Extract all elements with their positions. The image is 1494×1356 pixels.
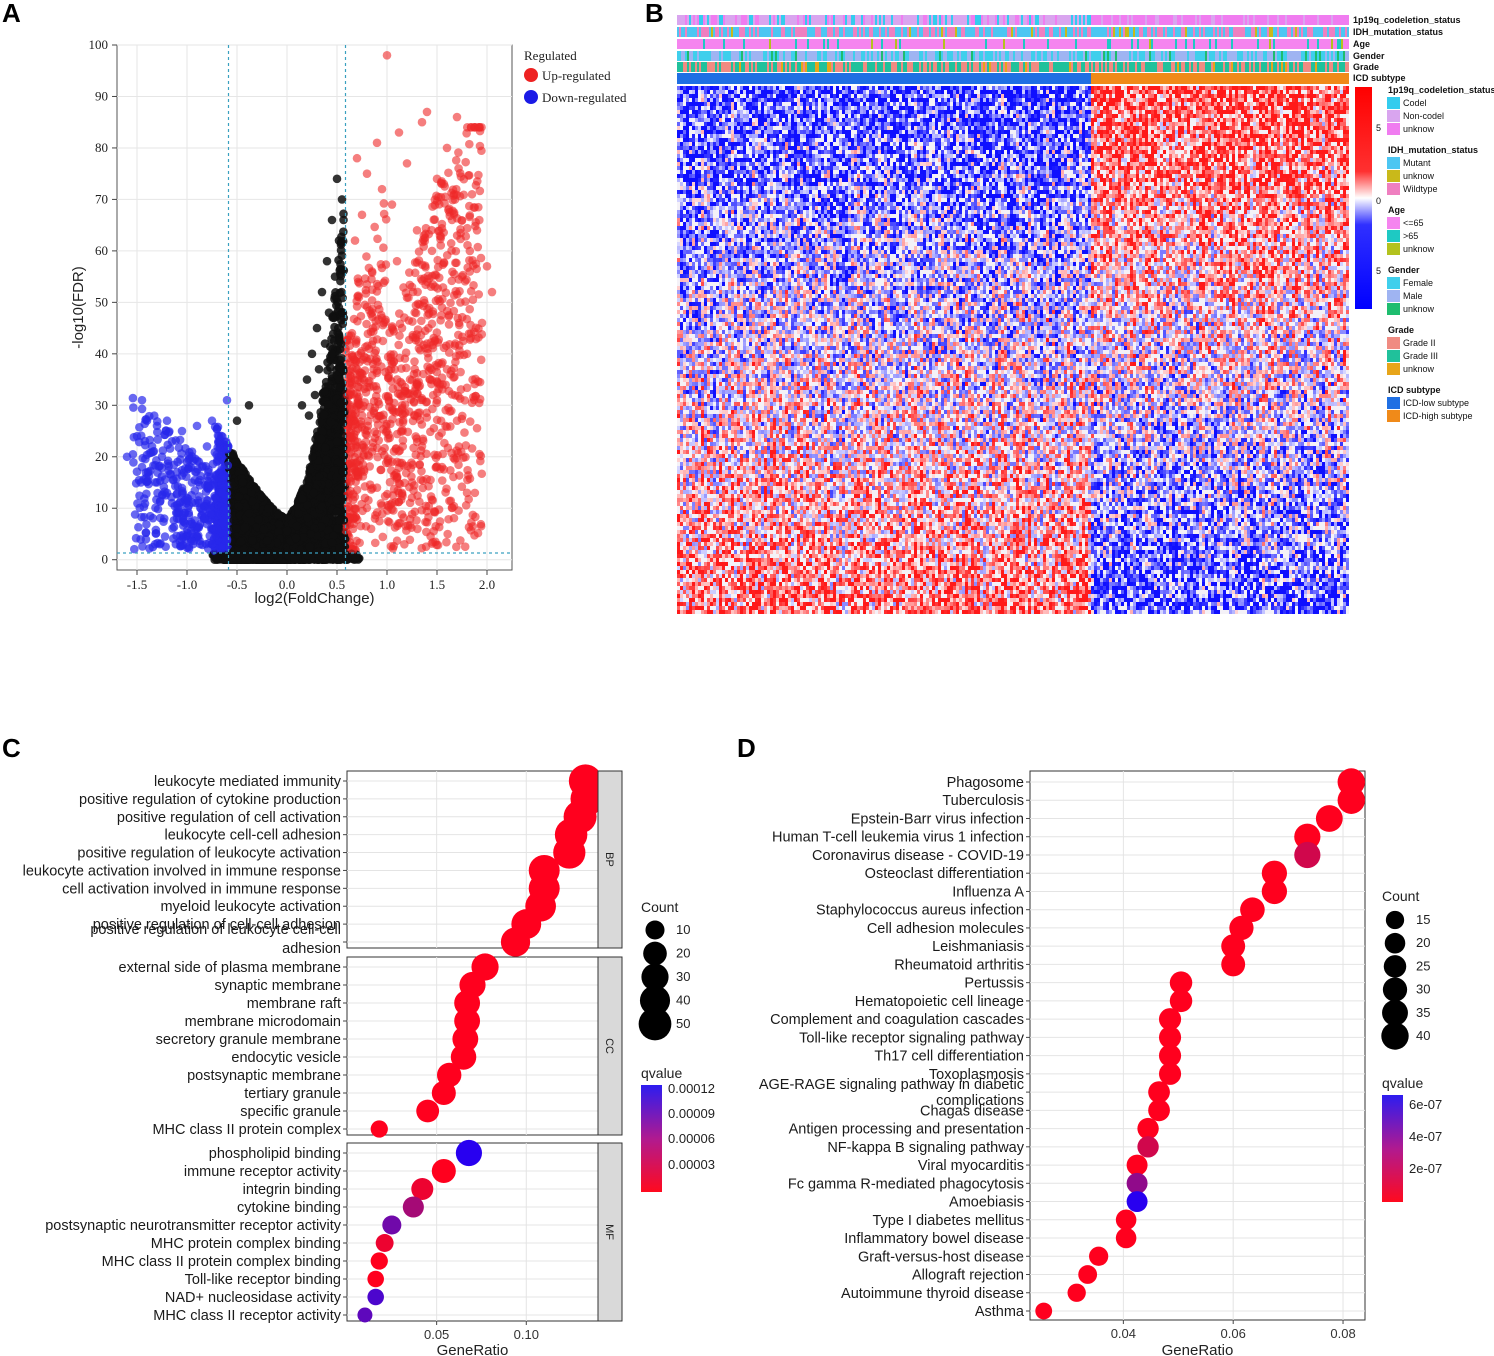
panel-label-b: B — [645, 0, 664, 28]
y-tick-label: 60 — [95, 243, 108, 258]
y-tick-label: 80 — [95, 140, 108, 155]
y-tick-label: 10 — [95, 500, 108, 515]
x-tick-label: -1.0 — [177, 577, 198, 592]
x-tick-label: 1.5 — [429, 577, 445, 592]
y-tick-label: 100 — [89, 37, 109, 52]
y-tick-label: 50 — [95, 294, 108, 309]
x-tick-label: -0.5 — [227, 577, 248, 592]
y-tick-label: 40 — [95, 346, 108, 361]
panel-label-c: C — [2, 733, 21, 763]
panel-label-a: A — [2, 0, 21, 28]
y-tick-label: 70 — [95, 191, 108, 206]
x-tick-label: 0.5 — [329, 577, 345, 592]
x-tick-label: 2.0 — [479, 577, 495, 592]
x-tick-label: -1.5 — [127, 577, 148, 592]
x-tick-label: 1.0 — [379, 577, 395, 592]
point-cloud — [128, 123, 487, 565]
y-tick-label: 30 — [95, 397, 108, 412]
volcano-plot: -1.5 -1.0 -0.5 0.0 0.5 1.0 1.5 2.0 0 10 20 30 40 50 60… — [70, 37, 627, 607]
y-tick-label: 20 — [95, 449, 108, 464]
x-tick-label: 0.0 — [279, 577, 295, 592]
y-tick-label: 90 — [95, 88, 108, 103]
y-tick-label: 0 — [102, 552, 109, 567]
panel-label-d: D — [737, 733, 756, 763]
